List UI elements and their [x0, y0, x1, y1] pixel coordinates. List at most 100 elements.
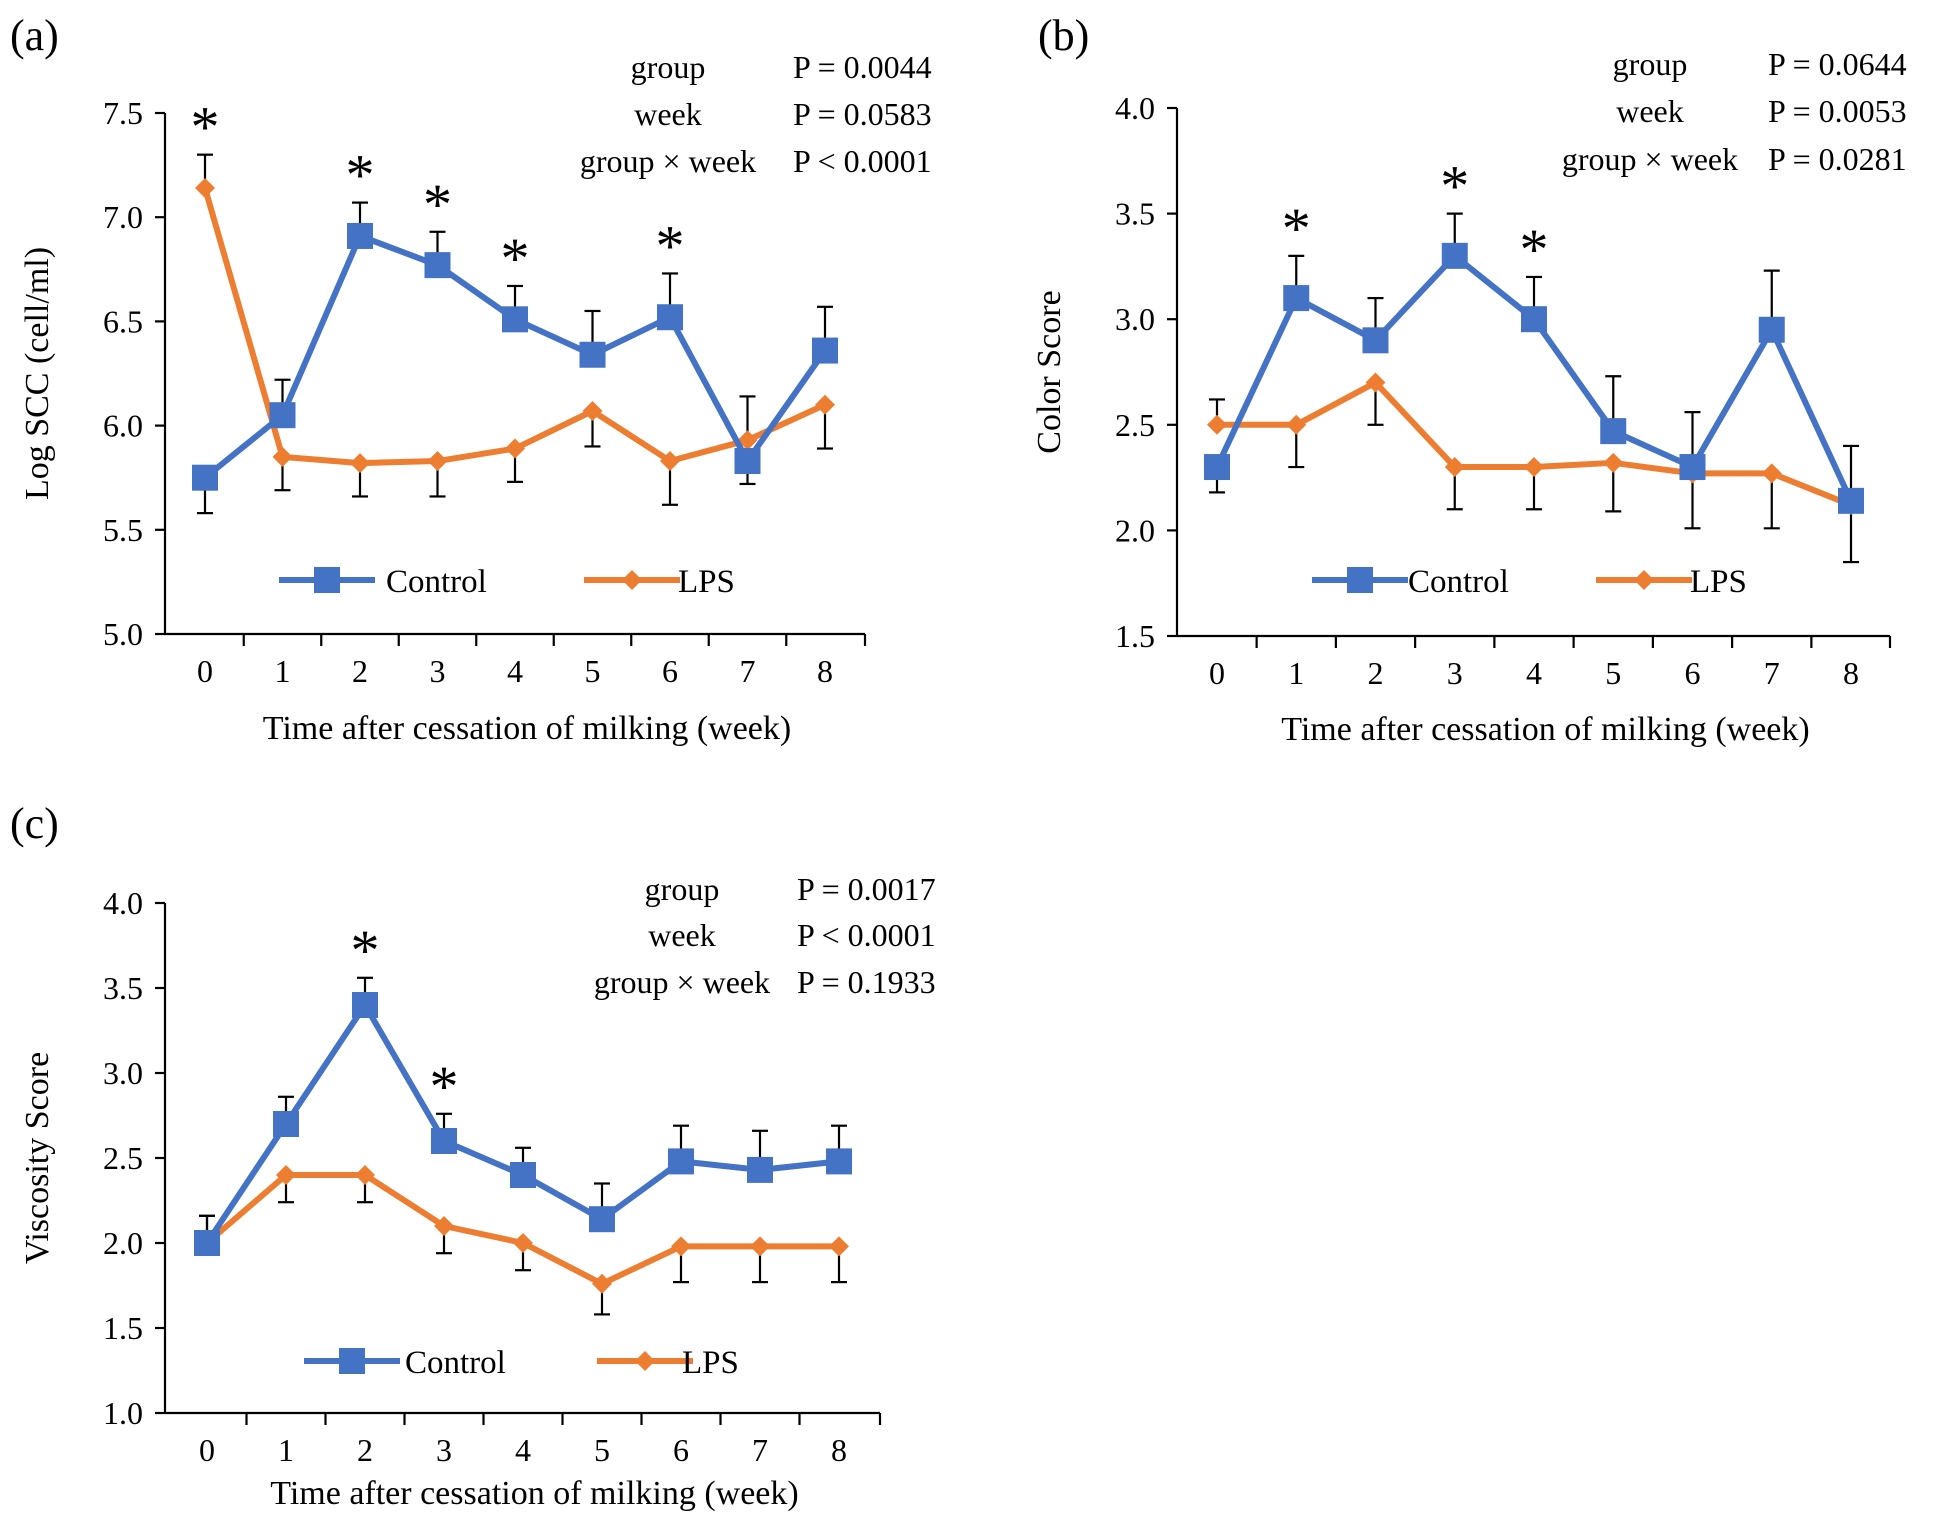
- y-tick-label: 7.5: [103, 95, 143, 131]
- point-lps: [1207, 414, 1227, 435]
- point-control: [579, 341, 606, 368]
- significance-star: *: [1440, 154, 1469, 219]
- stats-value: P = 0.0017: [797, 871, 936, 907]
- point-control: [1204, 454, 1230, 481]
- point-lps: [671, 1236, 691, 1257]
- panel-letter: (a): [10, 11, 59, 60]
- y-tick-label: 3.5: [103, 970, 143, 1006]
- y-tick-label: 2.0: [1115, 512, 1155, 548]
- y-tick-label: 2.5: [103, 1140, 143, 1176]
- x-tick-label: 2: [352, 653, 368, 689]
- point-control: [1283, 285, 1310, 312]
- panel-letter: (b): [1038, 11, 1089, 60]
- chart-panel-c: (c) 1.0 1.5 2.0 2.5 3.0 3.5 4.0 0 1 2 3 4 5 6 7 8 Time af…: [10, 799, 936, 1512]
- y-tick-label: 6.5: [103, 303, 143, 339]
- point-lps: [592, 1273, 612, 1294]
- y-tick-label: 2.5: [1115, 407, 1155, 443]
- point-control: [812, 337, 838, 364]
- stats-label: group × week: [580, 143, 756, 179]
- point-lps: [272, 446, 293, 467]
- point-lps: [1761, 463, 1782, 484]
- y-tick-label: 1.0: [103, 1395, 143, 1431]
- point-control: [1679, 454, 1706, 481]
- significance-star: *: [423, 172, 452, 237]
- legend: Control LPS: [279, 564, 735, 600]
- point-lps: [513, 1233, 533, 1253]
- x-tick-label: 1: [1288, 655, 1304, 691]
- y-tick-label: 3.0: [103, 1055, 143, 1091]
- point-control: [192, 464, 218, 491]
- point-lps: [1365, 372, 1386, 393]
- point-control: [1758, 316, 1785, 343]
- point-lps: [737, 430, 758, 451]
- x-tick-label: 8: [817, 653, 833, 689]
- x-axis-title: Time after cessation of milking (week): [263, 710, 791, 747]
- point-control: [1521, 306, 1547, 333]
- x-tick-label: 3: [430, 653, 446, 689]
- point-control: [747, 1156, 773, 1183]
- significance-star: *: [191, 95, 220, 160]
- y-tick-label: 2.0: [103, 1225, 143, 1261]
- point-lps: [350, 453, 370, 474]
- y-tick-label: 7.0: [103, 199, 143, 235]
- y-tick-label: 3.0: [1115, 301, 1155, 337]
- point-control: [1838, 487, 1864, 514]
- x-tick-label: 0: [199, 1432, 215, 1468]
- point-lps: [582, 401, 603, 422]
- stats-label: week: [634, 96, 702, 132]
- point-control: [510, 1162, 536, 1188]
- x-tick-label: 3: [1447, 655, 1463, 691]
- stats-label: week: [648, 917, 716, 953]
- point-control: [502, 306, 528, 333]
- y-tick-label: 5.5: [103, 512, 143, 548]
- stats-value: P = 0.0281: [1768, 141, 1907, 177]
- stats-label: group: [645, 871, 720, 907]
- point-control: [273, 1111, 299, 1137]
- x-tick-label: 5: [1605, 655, 1621, 691]
- legend-marker-lps: [635, 1351, 655, 1371]
- point-lps: [355, 1165, 375, 1185]
- point-lps: [1444, 457, 1465, 478]
- point-control: [657, 304, 683, 331]
- legend-marker-control: [339, 1348, 365, 1374]
- chart-panel-b: (b) 1.5 2.0 2.5 3.0 3.5 4.0 0 1 2 3 4 5 6 7 8 Time after…: [1031, 11, 1907, 748]
- y-tick-label: 4.0: [1115, 90, 1155, 126]
- x-tick-label: 8: [831, 1432, 847, 1468]
- point-lps: [276, 1165, 296, 1185]
- legend-marker-lps: [622, 570, 642, 590]
- stats-value: P = 0.0044: [793, 49, 932, 85]
- x-tick-label: 2: [1368, 655, 1384, 691]
- point-lps: [195, 178, 215, 199]
- y-tick-label: 5.0: [103, 616, 143, 652]
- stats-value: P < 0.0001: [793, 143, 932, 179]
- point-lps: [1524, 457, 1544, 478]
- stats-label: group × week: [1562, 141, 1738, 177]
- point-control: [734, 448, 761, 475]
- legend-label-lps: LPS: [678, 564, 735, 600]
- point-lps: [1286, 414, 1307, 435]
- significance-star: *: [1282, 196, 1311, 261]
- x-tick-label: 0: [197, 653, 213, 689]
- legend-marker-control: [314, 567, 340, 593]
- panel-letter: (c): [10, 799, 59, 848]
- stats-label: group: [631, 49, 706, 85]
- x-tick-label: 5: [585, 653, 601, 689]
- x-axis-title: Time after cessation of milking (week): [1281, 711, 1809, 748]
- legend: Control LPS: [1312, 564, 1747, 600]
- x-tick-label: 6: [1685, 655, 1701, 691]
- significance-star: *: [351, 918, 380, 983]
- y-tick-label: 3.5: [1115, 196, 1155, 232]
- point-control: [194, 1230, 220, 1256]
- y-tick-label: 4.0: [103, 885, 143, 921]
- significance-star: *: [656, 213, 685, 278]
- x-tick-label: 6: [662, 653, 678, 689]
- stats-label: group: [1613, 46, 1688, 82]
- point-control: [352, 992, 378, 1018]
- legend-marker-control: [1347, 567, 1373, 593]
- point-control: [1600, 418, 1627, 445]
- series-line-control: [204, 1002, 840, 1245]
- x-tick-label: 7: [1764, 655, 1780, 691]
- point-lps: [434, 1216, 454, 1236]
- point-lps: [829, 1236, 849, 1257]
